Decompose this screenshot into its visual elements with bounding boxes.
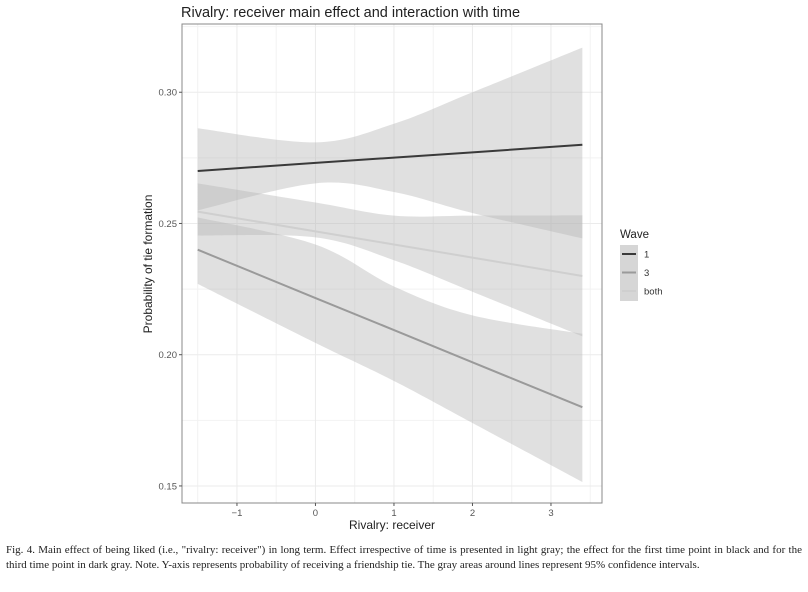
x-tick-label: 2 [470, 508, 475, 519]
legend-label-wave-1: 1 [644, 250, 649, 261]
legend-label-wave-3: 3 [644, 268, 649, 279]
figure-caption: Fig. 4. Main effect of being liked (i.e.… [6, 544, 802, 571]
ci-band-wave-1 [197, 47, 583, 239]
ci-band-wave-3 [197, 217, 583, 483]
line-wave-1 [197, 143, 583, 172]
x-tick-label: 0 [313, 508, 318, 519]
legend-label-wave-both: both [644, 287, 663, 298]
plot-panel-border [181, 23, 603, 504]
ci-band-wave-both [197, 183, 583, 337]
x-axis-label: Rivalry: receiver [349, 518, 435, 532]
line-wave-both [197, 210, 583, 277]
line-wave-3 [197, 248, 583, 409]
y-tick-label: 0.15 [159, 481, 178, 492]
y-tick-label: 0.30 [159, 88, 178, 99]
y-tick-label: 0.25 [159, 219, 178, 230]
chart-title: Rivalry: receiver main effect and intera… [181, 5, 520, 21]
y-tick-label: 0.20 [159, 350, 178, 361]
legend-title: Wave [620, 229, 649, 241]
x-tick-label: −1 [232, 508, 243, 519]
chart: Rivalry: receiver main effect and intera… [141, 5, 663, 532]
x-tick-label: 3 [548, 508, 553, 519]
x-tick-label: 1 [391, 508, 396, 519]
y-axis-label: Probability of tie formation [141, 195, 155, 334]
legend: Wave 1 3 both [620, 229, 663, 301]
